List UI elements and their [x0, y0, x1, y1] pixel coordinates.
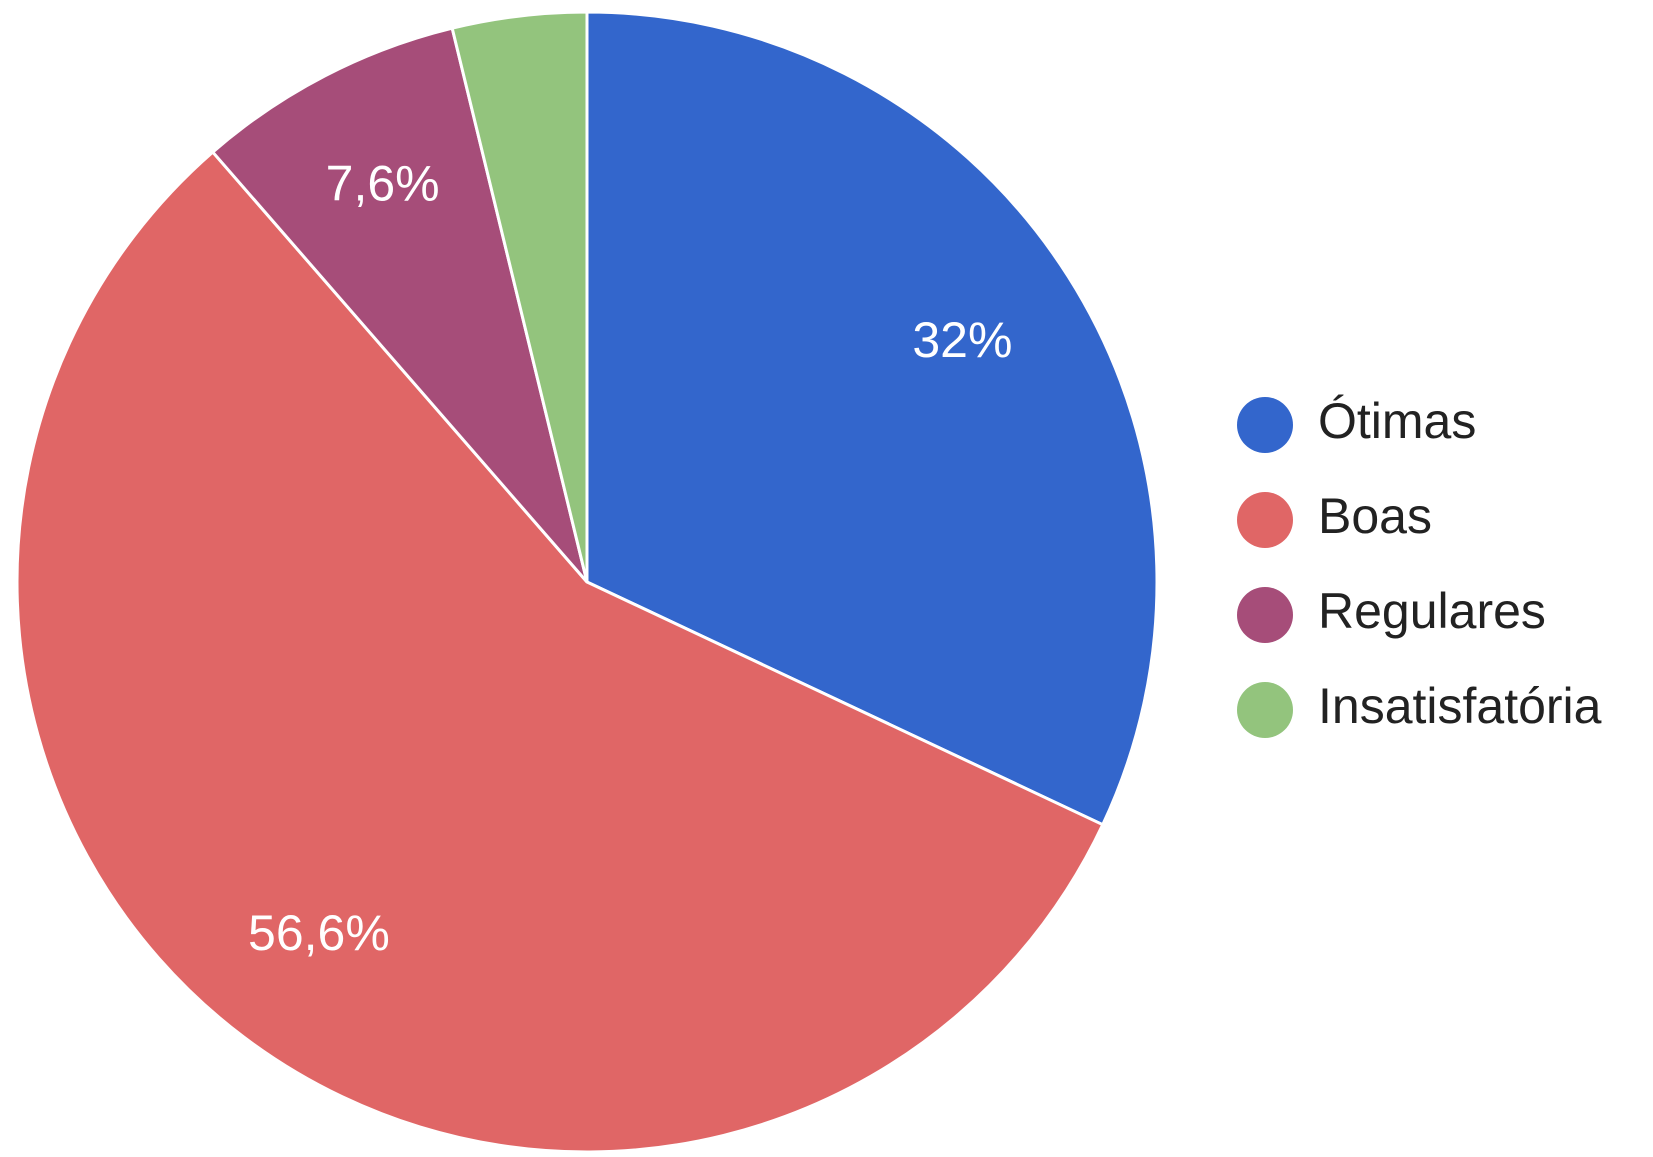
- legend-label: Ótimas: [1318, 393, 1476, 449]
- legend-label: Boas: [1318, 488, 1432, 544]
- pie-slice: [15, 149, 1105, 1154]
- legend-marker: [1237, 492, 1293, 548]
- legend-marker: [1237, 682, 1293, 738]
- data-label: 7,6%: [326, 155, 440, 211]
- data-label: 32%: [912, 312, 1012, 368]
- pie-slice: [210, 26, 589, 583]
- pie-slice: [585, 10, 1159, 827]
- legend-label: Regulares: [1318, 583, 1546, 639]
- legend-marker: [1237, 587, 1293, 643]
- legend-marker: [1237, 397, 1293, 453]
- legend-label: Insatisfatória: [1318, 678, 1602, 734]
- data-label: 56,6%: [248, 905, 390, 961]
- pie-slice: [450, 10, 589, 583]
